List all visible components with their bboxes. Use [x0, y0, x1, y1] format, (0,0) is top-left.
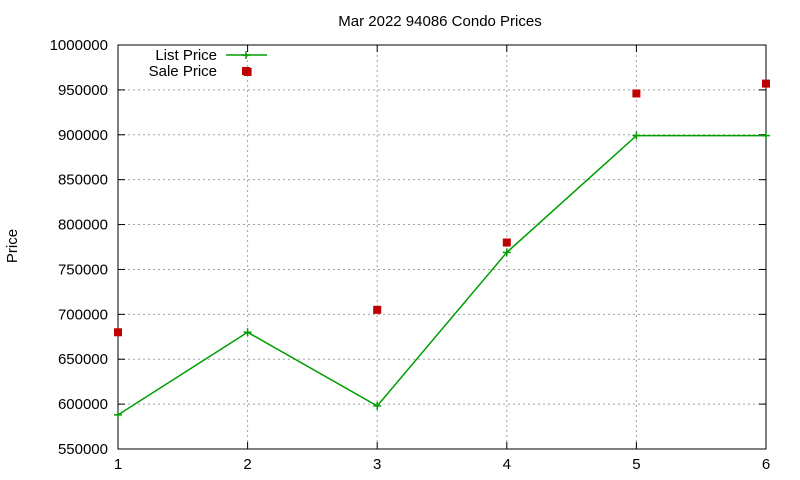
x-tick-label: 6 — [762, 456, 770, 473]
series-sale-price — [114, 67, 770, 337]
sale-price-point — [632, 89, 641, 98]
y-tick-label: 700000 — [58, 306, 108, 323]
list-price-line — [117, 134, 766, 416]
list-price-point — [762, 131, 770, 140]
x-tick-label: 4 — [503, 456, 511, 473]
chart-title: Mar 2022 94086 Condo Prices — [338, 13, 541, 30]
y-tick-label: 600000 — [58, 396, 108, 413]
y-tick-label: 800000 — [58, 217, 108, 234]
list-price-point — [502, 248, 511, 257]
x-tick-label: 3 — [373, 456, 381, 473]
list-price-point — [243, 328, 252, 337]
y-axis-label: Price — [4, 229, 21, 263]
plot-border — [117, 44, 767, 450]
y-tick-label: 900000 — [58, 127, 108, 144]
series-list-price — [114, 131, 770, 419]
list-price-point — [114, 410, 122, 419]
y-tick-label: 750000 — [58, 261, 108, 278]
data-series — [114, 67, 770, 419]
sale-price-point — [373, 305, 382, 314]
y-tick-label: 650000 — [58, 351, 108, 368]
y-tick-label: 950000 — [58, 82, 108, 99]
sale-price-point — [502, 238, 511, 247]
legend-swatch-marker — [242, 51, 250, 59]
legend-swatch-marker — [242, 67, 250, 75]
x-tick-label: 2 — [243, 456, 251, 473]
list-price-point — [632, 131, 641, 140]
x-tick-label: 1 — [114, 456, 122, 473]
y-tick-label: 550000 — [58, 441, 108, 458]
legend-label: List Price — [155, 47, 217, 64]
list-price-point — [373, 401, 382, 410]
y-tick-label: 850000 — [58, 172, 108, 189]
legend-item-sale-price: Sale Price — [149, 63, 250, 80]
legend-item-list-price: List Price — [155, 47, 267, 64]
sale-price-point — [762, 79, 770, 88]
sale-price-point — [114, 328, 122, 337]
axis-ticks: 550000 600000 650000 700000 750000 800000 8500… — [50, 37, 771, 473]
y-tick-label: 1000000 — [50, 37, 108, 54]
x-tick-label: 5 — [632, 456, 640, 473]
legend-label: Sale Price — [149, 63, 217, 80]
grid-lines — [118, 45, 766, 449]
